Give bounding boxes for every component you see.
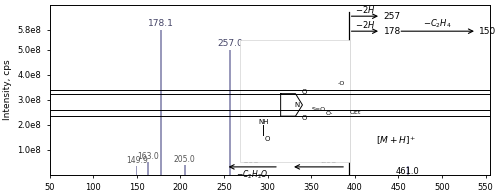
Text: NH: NH [258,119,268,125]
Text: 257: 257 [384,12,400,21]
Bar [136,166,138,175]
Text: O-: O- [326,111,333,116]
Bar [230,50,231,175]
Y-axis label: Intensity, cps: Intensity, cps [3,60,12,120]
Text: $-2H$: $-2H$ [354,4,375,15]
Text: 205: 205 [320,156,337,165]
Text: S=O: S=O [311,107,326,112]
Text: 150: 150 [478,27,496,36]
Text: $-2H$: $-2H$ [354,19,375,30]
Text: $[M+H]^+$: $[M+H]^+$ [376,135,417,147]
Text: 178.1: 178.1 [148,19,174,28]
Text: 149.9: 149.9 [126,156,148,165]
Bar [184,165,186,175]
Bar [160,30,162,175]
Text: 461.0: 461.0 [396,167,420,176]
Text: 163: 163 [243,156,260,165]
Text: N: N [294,102,300,108]
Text: O: O [302,89,307,95]
Text: O: O [265,136,270,142]
Text: $-C_2H_2O$: $-C_2H_2O$ [236,168,268,181]
Bar [407,166,409,175]
Text: 257.0: 257.0 [217,39,243,48]
Text: 205.0: 205.0 [174,155,196,164]
Bar [148,162,149,175]
Text: 163.0: 163.0 [137,152,159,161]
Text: -O: -O [338,81,344,86]
Text: OEt: OEt [350,110,361,115]
Bar [240,40,350,162]
Text: $-C_2H_4$: $-C_2H_4$ [424,17,452,30]
Text: 178: 178 [384,27,401,36]
Text: O: O [302,115,307,121]
